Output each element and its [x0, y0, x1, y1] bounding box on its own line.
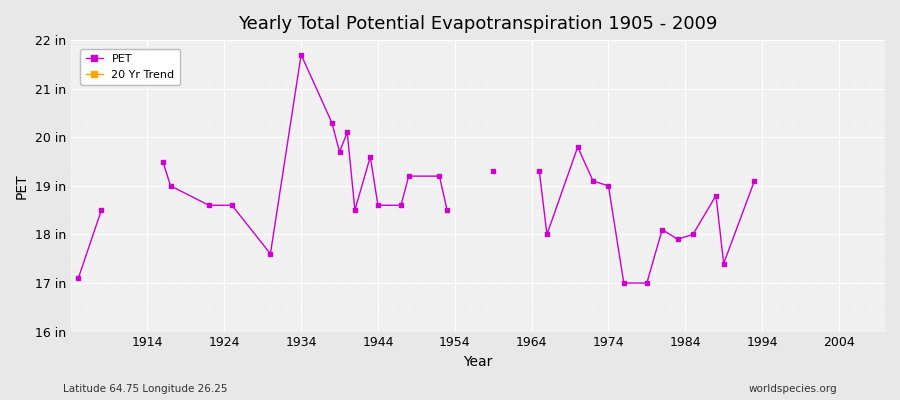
Legend: PET, 20 Yr Trend: PET, 20 Yr Trend — [80, 48, 180, 85]
X-axis label: Year: Year — [464, 355, 492, 369]
Y-axis label: PET: PET — [15, 173, 29, 199]
Text: Latitude 64.75 Longitude 26.25: Latitude 64.75 Longitude 26.25 — [63, 384, 228, 394]
Text: worldspecies.org: worldspecies.org — [749, 384, 837, 394]
Title: Yearly Total Potential Evapotranspiration 1905 - 2009: Yearly Total Potential Evapotranspiratio… — [238, 15, 717, 33]
